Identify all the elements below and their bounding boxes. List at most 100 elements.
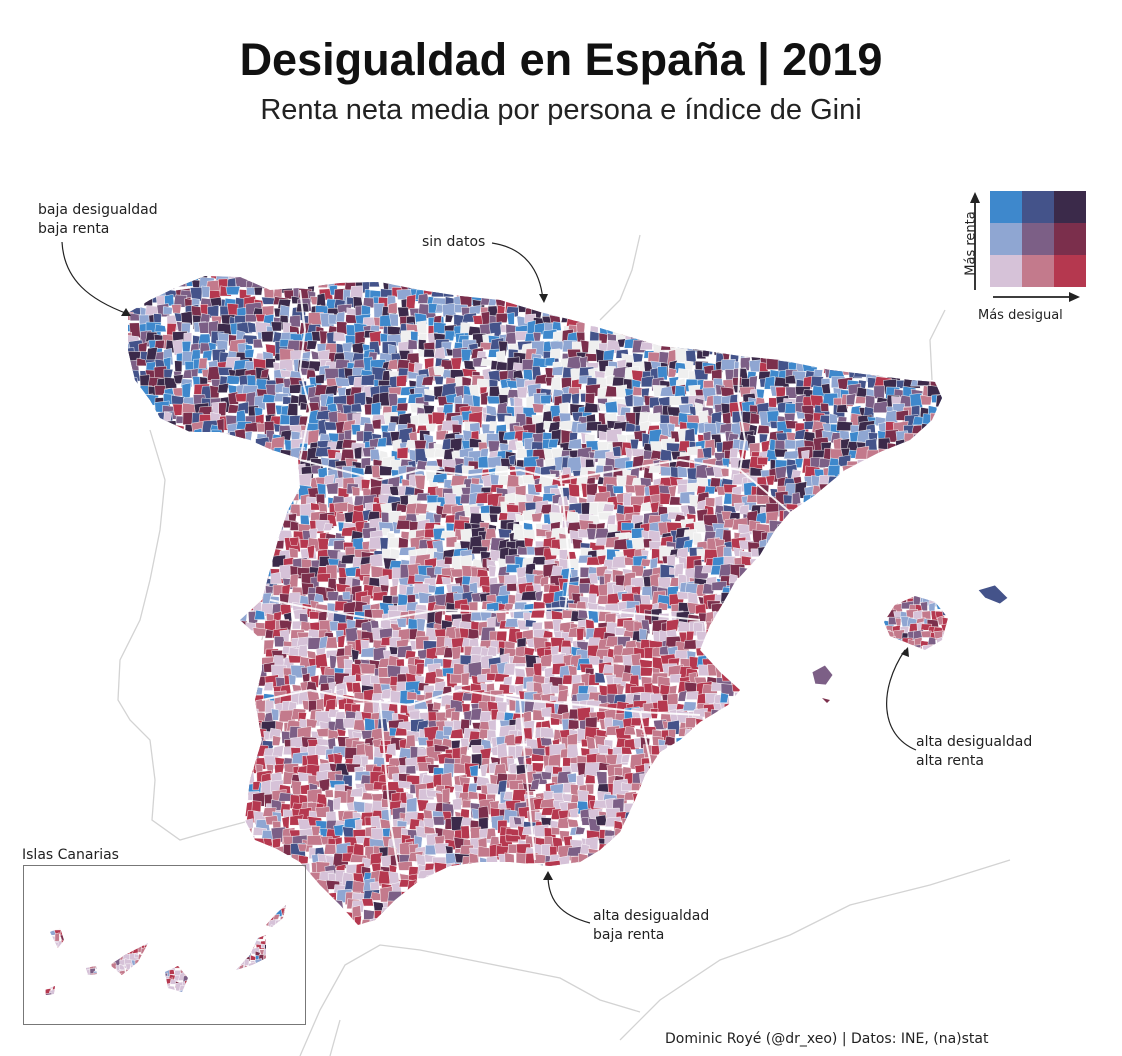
municipality-cell <box>640 341 653 351</box>
municipality-cell <box>839 667 850 682</box>
municipality-cell <box>928 356 939 367</box>
municipality-cell <box>819 738 829 752</box>
municipality-cell <box>140 618 151 631</box>
municipality-cell <box>827 513 844 527</box>
municipality-cell <box>218 432 233 446</box>
municipality-cell <box>803 729 813 740</box>
municipality-cell <box>937 492 942 504</box>
municipality-cell <box>782 691 798 704</box>
municipality-cell <box>801 348 814 361</box>
municipality-cell <box>794 630 807 641</box>
municipality-cell <box>938 574 942 589</box>
municipality-cell <box>944 405 953 413</box>
municipality-cell <box>836 420 853 431</box>
municipality-cell <box>935 356 942 370</box>
municipality-cell <box>545 299 554 314</box>
municipality-cell <box>742 619 753 628</box>
municipality-cell <box>766 654 783 671</box>
municipality-cell <box>818 574 831 591</box>
municipality-cell <box>183 473 198 487</box>
municipality-cell <box>279 466 293 475</box>
municipality-cell <box>575 307 588 323</box>
municipality-cell <box>567 719 580 730</box>
municipality-cell <box>711 331 726 345</box>
municipality-cell <box>333 331 346 342</box>
municipality-cell <box>759 616 774 632</box>
municipality-cell <box>550 286 562 300</box>
municipality-cell <box>414 440 427 451</box>
municipality-cell <box>947 550 961 561</box>
municipality-cell <box>785 276 800 284</box>
municipality-cell <box>847 728 863 738</box>
municipality-cell <box>814 572 825 586</box>
municipality-cell <box>237 520 251 529</box>
municipality-cell <box>434 628 446 638</box>
municipality-cell <box>919 439 933 453</box>
municipality-cell <box>524 288 536 300</box>
municipality-cell <box>937 350 942 363</box>
municipality-cell <box>940 683 942 700</box>
municipality-cell <box>793 547 809 557</box>
municipality-cell <box>263 510 279 524</box>
municipality-cell <box>199 433 213 448</box>
municipality-cell <box>193 684 204 694</box>
municipality-cell <box>216 548 231 563</box>
municipality-cell <box>856 278 870 294</box>
municipality-cell <box>560 305 576 316</box>
municipality-cell <box>938 448 942 464</box>
municipality-cell <box>198 590 208 602</box>
municipality-cell <box>164 745 179 757</box>
municipality-cell <box>128 386 139 403</box>
municipality-cell <box>235 409 247 424</box>
municipality-cell <box>313 593 324 603</box>
municipality-cell <box>849 352 863 364</box>
municipality-cell <box>263 492 276 507</box>
municipality-cell <box>130 670 145 682</box>
municipality-cell <box>829 584 838 594</box>
municipality-cell <box>792 707 805 717</box>
municipality-cell <box>679 331 690 347</box>
municipality-cell <box>595 304 609 319</box>
municipality-cell <box>857 567 868 582</box>
municipality-cell <box>167 522 177 534</box>
municipality-cell <box>180 522 192 537</box>
municipality-cell <box>684 278 694 286</box>
municipality-cell <box>183 623 201 638</box>
municipality-cell <box>814 709 830 727</box>
municipality-cell <box>145 684 163 695</box>
municipality-cell <box>909 276 925 279</box>
municipality-cell <box>138 527 154 539</box>
municipality-cell <box>668 685 678 695</box>
municipality-cell <box>685 691 699 700</box>
municipality-cell <box>945 344 959 358</box>
municipality-cell <box>785 590 803 602</box>
municipality-cell <box>822 324 833 338</box>
municipality-cell <box>675 736 688 751</box>
municipality-cell <box>748 280 757 291</box>
municipality-cell <box>184 467 200 480</box>
municipality-cell <box>262 393 276 403</box>
municipality-cell <box>229 467 247 479</box>
municipality-cell <box>633 484 646 497</box>
municipality-cell <box>157 646 168 658</box>
municipality-cell <box>925 530 937 543</box>
municipality-cell <box>234 645 251 657</box>
municipality-cell <box>129 536 146 550</box>
municipality-cell <box>773 601 791 616</box>
municipality-cell <box>757 296 768 309</box>
municipality-cell <box>155 584 172 595</box>
municipality-cell <box>210 620 223 633</box>
municipality-cell <box>335 311 346 323</box>
municipality-cell <box>676 304 693 317</box>
municipality-cell <box>317 537 329 550</box>
municipality-cell <box>164 420 178 432</box>
municipality-cell <box>271 745 285 757</box>
municipality-cell <box>217 692 231 702</box>
municipality-cell <box>904 440 915 450</box>
municipality-cell <box>695 304 706 315</box>
municipality-cell <box>206 504 222 519</box>
municipality-cell <box>831 321 843 331</box>
municipality-cell <box>821 383 831 394</box>
municipality-cell <box>344 643 353 657</box>
